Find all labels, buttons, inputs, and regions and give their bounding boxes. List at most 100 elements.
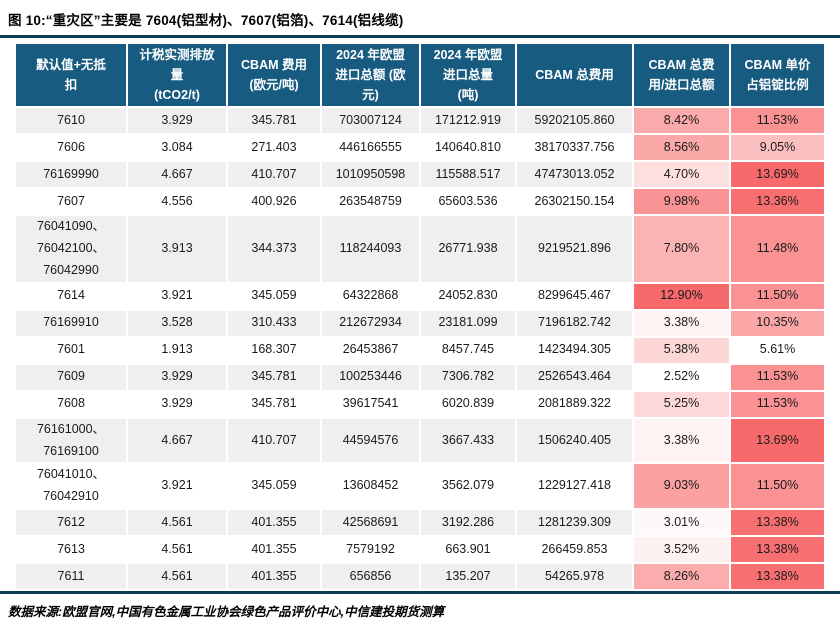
header-cell-fee: CBAM 费用 (欧元/吨)	[228, 44, 320, 106]
price-ratio-cell: 11.50%	[731, 283, 824, 309]
fee-ratio-cell: 5.25%	[634, 391, 729, 417]
total-fee-cell: 1423494.305	[517, 337, 632, 363]
emission-cell: 4.667	[128, 162, 226, 187]
fee-ratio-cell: 4.70%	[634, 162, 729, 187]
import-value-cell: 100253446	[322, 364, 419, 390]
total-fee-cell: 1506240.405	[517, 418, 632, 463]
import-value-cell: 44594576	[322, 418, 419, 463]
table-row: 7606 3.084 271.403 446166555 140640.810 38170…	[16, 135, 824, 160]
total-fee-cell: 1281239.309	[517, 510, 632, 536]
code-cell: 76169910	[16, 310, 126, 336]
import-volume-cell: 65603.536	[421, 189, 515, 214]
import-volume-cell: 3562.079	[421, 464, 515, 509]
emission-cell: 4.667	[128, 418, 226, 463]
emission-cell: 4.561	[128, 564, 226, 590]
emission-cell: 3.528	[128, 310, 226, 336]
fee-cell: 401.355	[228, 510, 320, 536]
code-cell: 76161000、 76169100	[16, 418, 126, 463]
price-ratio-cell: 13.38%	[731, 537, 824, 563]
cbam-data-table: 默认值+无抵 扣计税实测排放 量 (tCO2/t) CBAM 费用 (欧元/吨) 2…	[14, 42, 826, 591]
fee-ratio-cell: 5.38%	[634, 337, 729, 363]
header-cell-import-value: 2024 年欧盟 进口总额 (欧 元)	[322, 44, 419, 106]
price-ratio-cell: 10.35%	[731, 310, 824, 336]
emission-cell: 4.561	[128, 537, 226, 563]
import-volume-cell: 6020.839	[421, 391, 515, 417]
total-fee-cell: 1229127.418	[517, 464, 632, 509]
header-cell-emission: 计税实测排放 量 (tCO2/t)	[128, 44, 226, 106]
fee-ratio-cell: 8.26%	[634, 564, 729, 590]
emission-cell: 3.921	[128, 283, 226, 309]
emission-cell: 3.084	[128, 135, 226, 160]
code-cell: 76041090、 76042100、 76042990	[16, 216, 126, 282]
table-row: 76161000、 76169100 4.667 410.707 44594576 36…	[16, 418, 824, 463]
bottom-rule	[0, 591, 840, 595]
fee-cell: 400.926	[228, 189, 320, 214]
fee-cell: 168.307	[228, 337, 320, 363]
import-volume-cell: 24052.830	[421, 283, 515, 309]
header-cell-total-fee: CBAM 总费用	[517, 44, 632, 106]
price-ratio-cell: 13.69%	[731, 162, 824, 187]
code-cell: 7611	[16, 564, 126, 590]
emission-cell: 3.929	[128, 391, 226, 417]
import-value-cell: 656856	[322, 564, 419, 590]
total-fee-cell: 9219521.896	[517, 216, 632, 282]
total-fee-cell: 8299645.467	[517, 283, 632, 309]
table-row: 7607 4.556 400.926 263548759 65603.536 263021…	[16, 189, 824, 214]
price-ratio-cell: 11.53%	[731, 364, 824, 390]
emission-cell: 1.913	[128, 337, 226, 363]
import-volume-cell: 115588.517	[421, 162, 515, 187]
import-volume-cell: 171212.919	[421, 108, 515, 133]
fee-ratio-cell: 7.80%	[634, 216, 729, 282]
fee-ratio-cell: 8.56%	[634, 135, 729, 160]
import-volume-cell: 663.901	[421, 537, 515, 563]
import-value-cell: 118244093	[322, 216, 419, 282]
total-fee-cell: 26302150.154	[517, 189, 632, 214]
fee-cell: 410.707	[228, 162, 320, 187]
table-row: 7609 3.929 345.781 100253446 7306.782 2526543…	[16, 364, 824, 390]
header-cell-price-ratio: CBAM 单价 占铝锭比例	[731, 44, 824, 106]
import-value-cell: 64322868	[322, 283, 419, 309]
code-cell: 7613	[16, 537, 126, 563]
fee-ratio-cell: 9.03%	[634, 464, 729, 509]
import-value-cell: 263548759	[322, 189, 419, 214]
import-volume-cell: 23181.099	[421, 310, 515, 336]
table-row: 76041090、 76042100、 76042990 3.913 344.373…	[16, 216, 824, 282]
emission-cell: 4.556	[128, 189, 226, 214]
code-cell: 7612	[16, 510, 126, 536]
total-fee-cell: 7196182.742	[517, 310, 632, 336]
emission-cell: 3.929	[128, 108, 226, 133]
fee-cell: 401.355	[228, 564, 320, 590]
import-value-cell: 446166555	[322, 135, 419, 160]
import-volume-cell: 140640.810	[421, 135, 515, 160]
table-body: 7610 3.929 345.781 703007124 171212.919 59202…	[16, 108, 824, 590]
table-row: 7610 3.929 345.781 703007124 171212.919 59202…	[16, 108, 824, 133]
fee-cell: 345.781	[228, 108, 320, 133]
table-header: 默认值+无抵 扣计税实测排放 量 (tCO2/t) CBAM 费用 (欧元/吨) 2…	[16, 44, 824, 106]
table-row: 76041010、 76042910 3.921 345.059 13608452 35…	[16, 464, 824, 509]
table-row: 76169910 3.528 310.433 212672934 23181.099 71…	[16, 310, 824, 336]
table-row: 7601 1.913 168.307 26453867 8457.745 1423494.…	[16, 337, 824, 363]
import-volume-cell: 8457.745	[421, 337, 515, 363]
price-ratio-cell: 11.48%	[731, 216, 824, 282]
fee-cell: 401.355	[228, 537, 320, 563]
code-cell: 7607	[16, 189, 126, 214]
price-ratio-cell: 9.05%	[731, 135, 824, 160]
table-row: 7613 4.561 401.355 7579192 663.901 266459.853…	[16, 537, 824, 563]
top-rule	[0, 35, 840, 38]
emission-cell: 3.913	[128, 216, 226, 282]
total-fee-cell: 266459.853	[517, 537, 632, 563]
import-value-cell: 7579192	[322, 537, 419, 563]
import-value-cell: 1010950598	[322, 162, 419, 187]
fee-ratio-cell: 3.52%	[634, 537, 729, 563]
fee-ratio-cell: 3.38%	[634, 418, 729, 463]
fee-ratio-cell: 9.98%	[634, 189, 729, 214]
import-value-cell: 212672934	[322, 310, 419, 336]
code-cell: 7606	[16, 135, 126, 160]
figure-title: 图 10:“重灾区”主要是 7604(铝型材)、7607(铝箔)、7614(铝线…	[8, 13, 404, 28]
fee-cell: 344.373	[228, 216, 320, 282]
import-value-cell: 13608452	[322, 464, 419, 509]
table-row: 76169990 4.667 410.707 1010950598 115588.517…	[16, 162, 824, 187]
emission-cell: 4.561	[128, 510, 226, 536]
table-row: 7612 4.561 401.355 42568691 3192.286 1281239.…	[16, 510, 824, 536]
header-cell-fee-ratio: CBAM 总费 用/进口总额	[634, 44, 729, 106]
